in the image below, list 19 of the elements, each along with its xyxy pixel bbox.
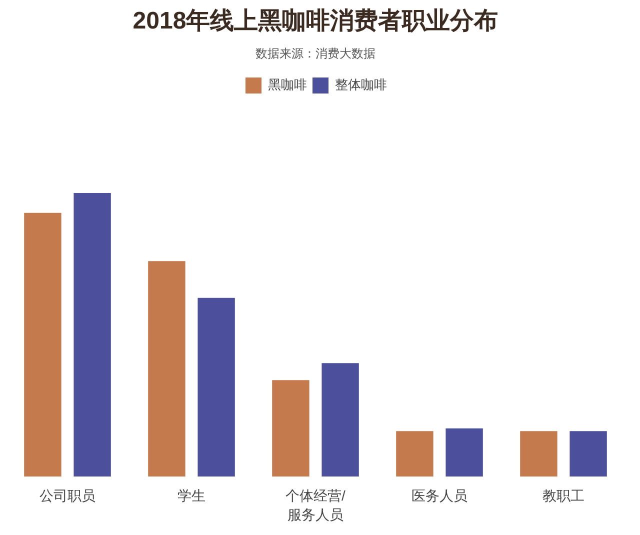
x-tick-label: 公司职员 bbox=[40, 488, 96, 504]
x-tick-label: 教职工 bbox=[542, 488, 584, 504]
bar bbox=[198, 298, 235, 476]
bar bbox=[74, 193, 111, 476]
x-tick-label: 医务人员 bbox=[412, 488, 468, 504]
legend-label: 黑咖啡 bbox=[268, 76, 307, 94]
bar bbox=[396, 431, 434, 476]
bar bbox=[570, 431, 607, 476]
bar bbox=[520, 431, 558, 476]
bar bbox=[272, 380, 310, 476]
bar bbox=[24, 212, 62, 476]
chart-title: 2018年线上黑咖啡消费者职业分布 bbox=[132, 8, 498, 34]
bar bbox=[322, 363, 359, 476]
source-note: 数据来源：消费大数据 bbox=[256, 46, 376, 60]
bar bbox=[148, 261, 186, 476]
x-tick-label: 学生 bbox=[178, 488, 206, 504]
bar bbox=[446, 428, 483, 476]
legend-label: 整体咖啡 bbox=[335, 76, 387, 94]
x-tick-label: 个体经营/服务人员 bbox=[286, 488, 346, 523]
